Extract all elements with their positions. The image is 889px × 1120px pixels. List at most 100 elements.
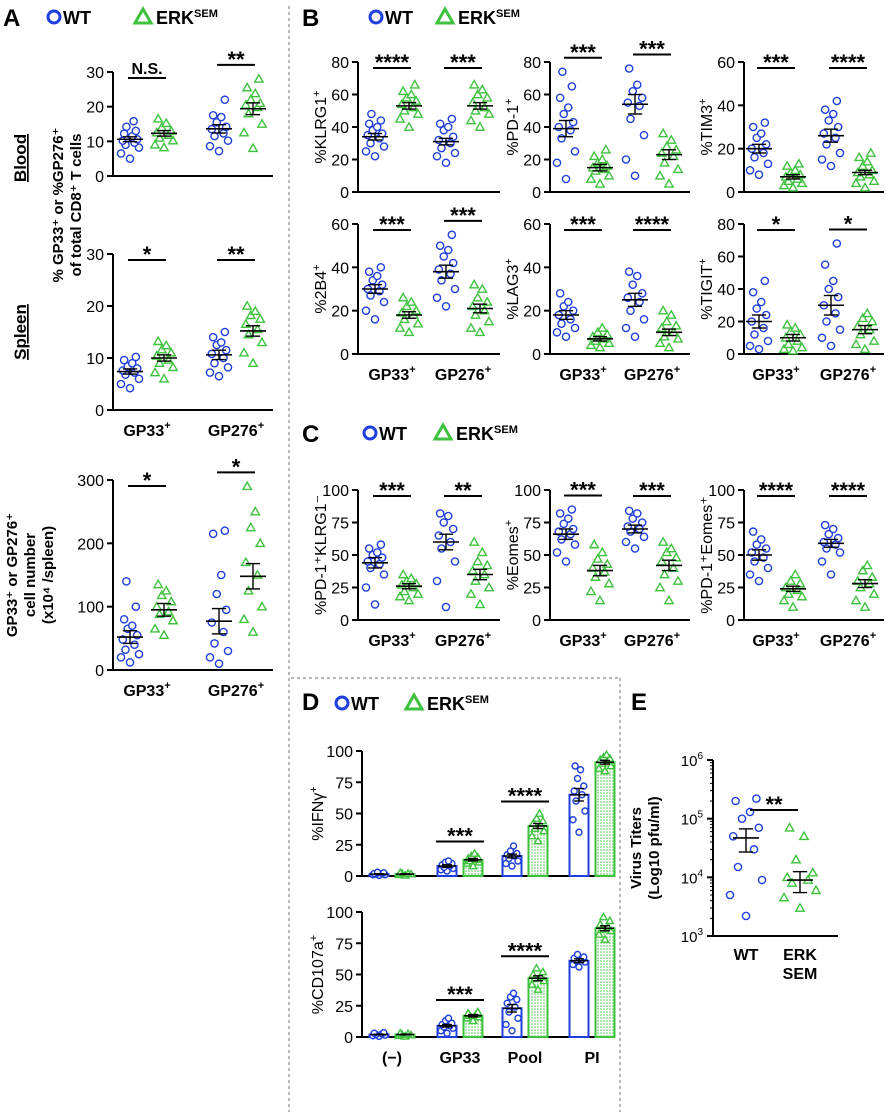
legend-wt-label: WT — [63, 8, 91, 28]
y-tick-label: 20 — [717, 315, 735, 332]
x-tick-label: GP276+ — [208, 680, 264, 700]
point-wt — [626, 306, 635, 315]
point-erksem — [163, 354, 174, 364]
point-erksem — [531, 963, 542, 972]
y-tick-label: 0 — [726, 347, 735, 364]
point-erksem — [249, 506, 261, 516]
y-axis-label-line: (Log10 pfu/ml) — [646, 796, 663, 899]
point-erksem — [149, 366, 161, 377]
point-wt — [828, 524, 838, 534]
point-wt — [443, 511, 453, 521]
panel-letter-c: C — [302, 421, 319, 448]
y-tick-label: 0 — [532, 185, 541, 202]
point-erksem — [403, 326, 415, 337]
point-wt — [760, 276, 770, 286]
point-erksem — [465, 588, 477, 598]
point-wt — [754, 170, 764, 179]
point-erksem — [412, 108, 424, 118]
point-erksem — [405, 572, 417, 583]
y-tick-label: 105 — [681, 810, 704, 829]
point-wt — [370, 151, 380, 161]
significance-label: *** — [379, 212, 405, 237]
point-wt — [134, 649, 144, 659]
point-wt — [376, 263, 386, 272]
row-label: Spleen — [11, 304, 30, 360]
point-erksem — [600, 144, 612, 154]
y-axis-label: %2B4+ — [311, 264, 330, 313]
legend-wt-circle-icon — [368, 9, 384, 25]
point-wt — [208, 529, 218, 539]
point-wt — [372, 122, 382, 132]
significance-label: *** — [570, 212, 596, 237]
point-erksem — [481, 559, 493, 570]
point-erksem — [603, 170, 615, 180]
point-wt — [725, 890, 735, 900]
point-erksem — [394, 113, 406, 123]
point-wt — [207, 618, 217, 627]
point-erksem — [793, 158, 805, 168]
point-erksem — [158, 141, 170, 152]
point-wt — [441, 602, 451, 612]
point-wt — [826, 570, 836, 579]
point-wt — [567, 82, 577, 91]
panel-letter-e: E — [631, 689, 647, 716]
point-wt — [448, 524, 458, 534]
point-erksem — [470, 309, 481, 319]
point-erksem — [657, 127, 669, 138]
point-erksem — [470, 105, 481, 115]
point-wt — [728, 832, 738, 841]
point-erksem — [588, 538, 600, 549]
significance-label: ** — [227, 47, 245, 72]
point-erksem — [167, 135, 179, 145]
point-wt — [575, 963, 583, 971]
point-erksem — [256, 118, 268, 128]
point-wt — [432, 576, 442, 586]
legend-wt-label: WT — [351, 694, 379, 714]
point-erksem — [781, 319, 793, 329]
point-wt — [557, 319, 566, 328]
significance-label: *** — [570, 40, 596, 65]
legend-wt-circle-icon — [46, 9, 62, 25]
point-wt — [835, 548, 845, 557]
point-erksem — [861, 307, 873, 318]
point-wt — [370, 600, 380, 609]
point-erksem — [859, 601, 871, 611]
point-wt — [379, 570, 389, 579]
point-erksem — [533, 984, 543, 993]
point-wt — [552, 548, 562, 557]
point-wt — [832, 96, 842, 106]
x-tick-label: GP33 — [440, 1050, 481, 1067]
point-wt — [441, 158, 451, 168]
y-tick-label: 100 — [77, 600, 104, 617]
point-erksem — [594, 178, 606, 188]
y-tick-label: 30 — [86, 247, 104, 264]
point-wt — [131, 352, 141, 362]
point-wt — [216, 570, 226, 580]
y-axis-label-line: of total CD8⁺ T cells — [68, 134, 85, 277]
point-wt — [220, 95, 230, 105]
point-wt — [508, 1027, 516, 1035]
point-erksem — [243, 107, 254, 118]
significance-label: *** — [450, 50, 476, 75]
point-erksem — [787, 182, 799, 192]
point-wt — [745, 570, 755, 579]
point-wt — [221, 605, 231, 615]
point-erksem — [594, 929, 604, 938]
y-tick-label: 0 — [532, 347, 541, 364]
point-wt — [450, 284, 460, 294]
y-tick-label: 25 — [331, 581, 349, 598]
point-wt — [444, 1014, 453, 1022]
point-wt — [817, 557, 827, 566]
point-wt — [624, 64, 634, 73]
point-erksem — [156, 589, 168, 600]
point-wt — [756, 129, 766, 138]
point-erksem — [868, 175, 880, 186]
point-erksem — [468, 536, 480, 546]
point-erksem — [790, 854, 802, 864]
legend-wt-circle-icon — [362, 425, 378, 441]
point-wt — [570, 147, 580, 156]
point-erksem — [853, 151, 865, 162]
point-wt — [439, 518, 449, 527]
